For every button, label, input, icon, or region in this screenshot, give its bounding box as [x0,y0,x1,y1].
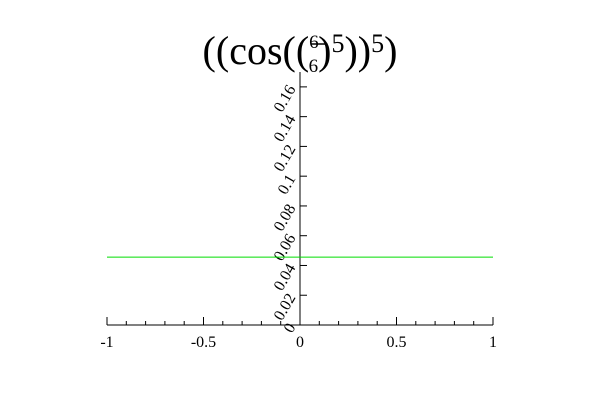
y-tick-label: 0.08 [271,201,300,234]
title-exp-inner: 5 [331,29,344,58]
title-frac-num: 6 [309,32,319,53]
title-close-mid: )) [344,28,371,73]
y-tick-label: 0.14 [271,112,300,145]
x-tick-label: -0.5 [191,334,216,351]
x-tick-label: 0 [296,334,304,351]
x-tick-label: -1 [100,334,113,351]
title-frac-den: 6 [309,56,319,77]
title-close-outer: ) [384,28,397,73]
title-close-inner: ) [318,28,331,73]
chart-title: ((cos((6 6)5))5) [203,28,398,77]
axes: -1 -0.5 0 0.5 100.020.040.060.080.10.120.140… [100,72,497,351]
y-tick-label: 0.06 [271,231,300,264]
x-tick-label: 0.5 [387,334,407,351]
y-tick-label: 0.12 [271,142,300,175]
y-tick-label: 0.16 [271,82,300,115]
y-tick-label: 0.04 [271,261,300,294]
y-tick-label: 0.02 [271,291,300,324]
title-exp-outer: 5 [371,29,384,58]
y-tick-label: 0.1 [275,172,300,198]
x-tick-label: 1 [489,334,497,351]
title-open: ((cos(( [203,28,310,73]
